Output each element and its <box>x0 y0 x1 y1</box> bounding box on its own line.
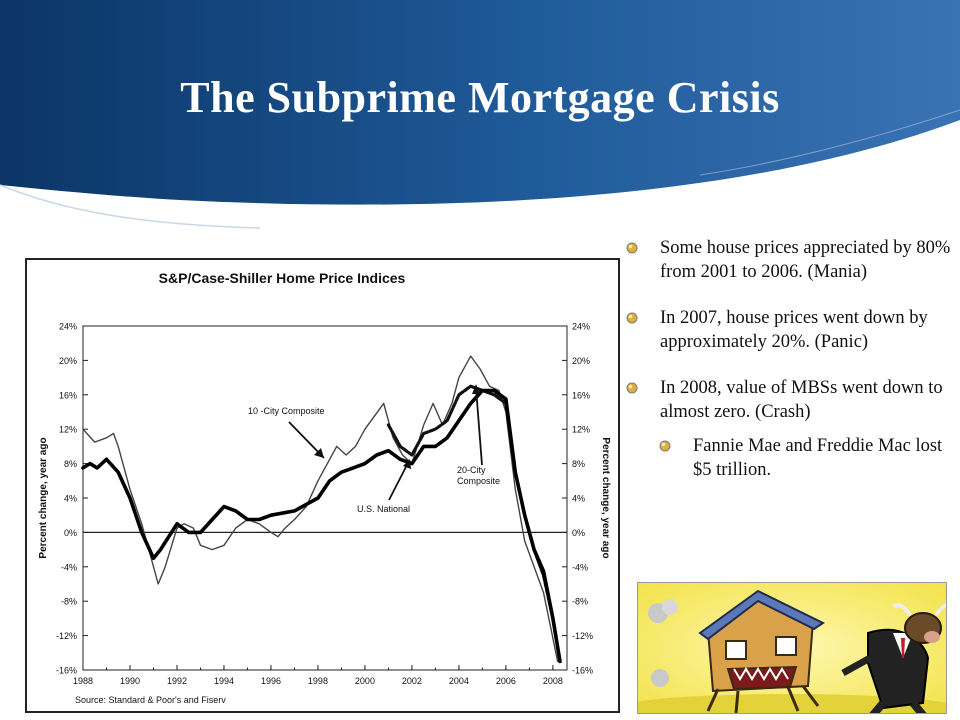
y-tick-label-right: 8% <box>572 459 585 469</box>
y-tick-label-left: -8% <box>61 597 77 607</box>
y-tick-label-right: 20% <box>572 356 590 366</box>
y-tick-label-right: -4% <box>572 562 588 572</box>
x-tick-label: 1998 <box>308 676 328 686</box>
x-tick-label: 2008 <box>543 676 563 686</box>
arrow-20-city-head <box>472 384 480 394</box>
y-tick-label-right: 16% <box>572 390 590 400</box>
y-tick-label-left: 12% <box>59 425 77 435</box>
home-price-chart: S&P/Case-Shiller Home Price Indices 24% 2… <box>38 270 611 705</box>
y-tick-label-right: 12% <box>572 425 590 435</box>
y-tick-label-right: 4% <box>572 494 585 504</box>
bullet-orb-icon <box>626 242 638 254</box>
bullet-item: In 2007, house prices went down by appro… <box>620 306 955 354</box>
y-tick-label-right: -8% <box>572 597 588 607</box>
chart-frame: S&P/Case-Shiller Home Price Indices 24% 2… <box>25 258 620 713</box>
arrow-us-national <box>388 462 409 501</box>
y-tick-label-left: 24% <box>59 322 77 332</box>
arrow-us-national-head <box>403 459 411 469</box>
slide-title: The Subprime Mortgage Crisis <box>180 73 780 122</box>
bullet-text: In 2007, house prices went down by appro… <box>660 308 928 352</box>
bullet-text: Some house prices appreciated by 80% fro… <box>660 238 951 282</box>
y-tick-label-left: 4% <box>64 494 77 504</box>
x-tick-label: 2000 <box>355 676 375 686</box>
y-axis-label-left: Percent change, year ago <box>38 437 49 558</box>
bullet-text: In 2008, value of MBSs went down to almo… <box>660 378 943 422</box>
y-tick-label-right: -16% <box>572 666 593 676</box>
annotation-us-national: U.S. National <box>357 504 410 514</box>
x-tick-label: 1996 <box>261 676 281 686</box>
y-tick-label-left: -12% <box>56 631 77 641</box>
sub-bullet-item: Fannie Mae and Freddie Mac lost $5 trill… <box>620 434 955 482</box>
y-axis-label-right: Percent change, year ago <box>600 437 611 558</box>
series-us-national <box>81 388 562 664</box>
series-10-city-composite <box>82 355 559 663</box>
series-20-city-composite <box>386 384 562 663</box>
y-tick-label-right: -12% <box>572 631 593 641</box>
y-tick-label-left: 16% <box>59 390 77 400</box>
sub-bullet-text: Fannie Mae and Freddie Mac lost $5 trill… <box>693 436 943 480</box>
bullet-list: Some house prices appreciated by 80% fro… <box>620 236 955 504</box>
y-tick-label-left: 20% <box>59 356 77 366</box>
y-tick-label-left: -16% <box>56 666 77 676</box>
annotation-10-city-composite: 10 -City Composite <box>248 406 325 416</box>
annotation-20-city-line1: 20-City <box>457 465 486 475</box>
slide-header-background <box>0 0 960 229</box>
arrow-10-city-head <box>314 448 324 458</box>
bullet-item: Some house prices appreciated by 80% fro… <box>620 236 955 284</box>
plot-area <box>82 325 568 671</box>
chart-source: Source: Standard & Poor's and Fiserv <box>75 695 226 705</box>
x-tick-label: 1992 <box>167 676 187 686</box>
x-tick-label: 2004 <box>449 676 469 686</box>
x-tick-label: 1990 <box>120 676 140 686</box>
y-tick-label-left: 0% <box>64 528 77 538</box>
bullet-orb-icon <box>626 312 638 324</box>
annotation-20-city-line2: Composite <box>457 476 500 486</box>
bullet-orb-icon <box>659 440 671 452</box>
y-tick-label-right: 0% <box>572 528 585 538</box>
bullet-item: In 2008, value of MBSs went down to almo… <box>620 376 955 424</box>
y-tick-label-left: -4% <box>61 562 77 572</box>
x-tick-label: 2002 <box>402 676 422 686</box>
x-tick-label: 1994 <box>214 676 234 686</box>
chart-title: S&P/Case-Shiller Home Price Indices <box>159 270 406 286</box>
x-tick-label: 1988 <box>73 676 93 686</box>
y-tick-label-right: 24% <box>572 322 590 332</box>
bullet-orb-icon <box>626 382 638 394</box>
x-tick-label: 2006 <box>496 676 516 686</box>
arrow-20-city <box>475 387 483 466</box>
y-tick-label-left: 8% <box>64 459 77 469</box>
house-chasing-bull-cartoon-icon <box>637 582 947 714</box>
